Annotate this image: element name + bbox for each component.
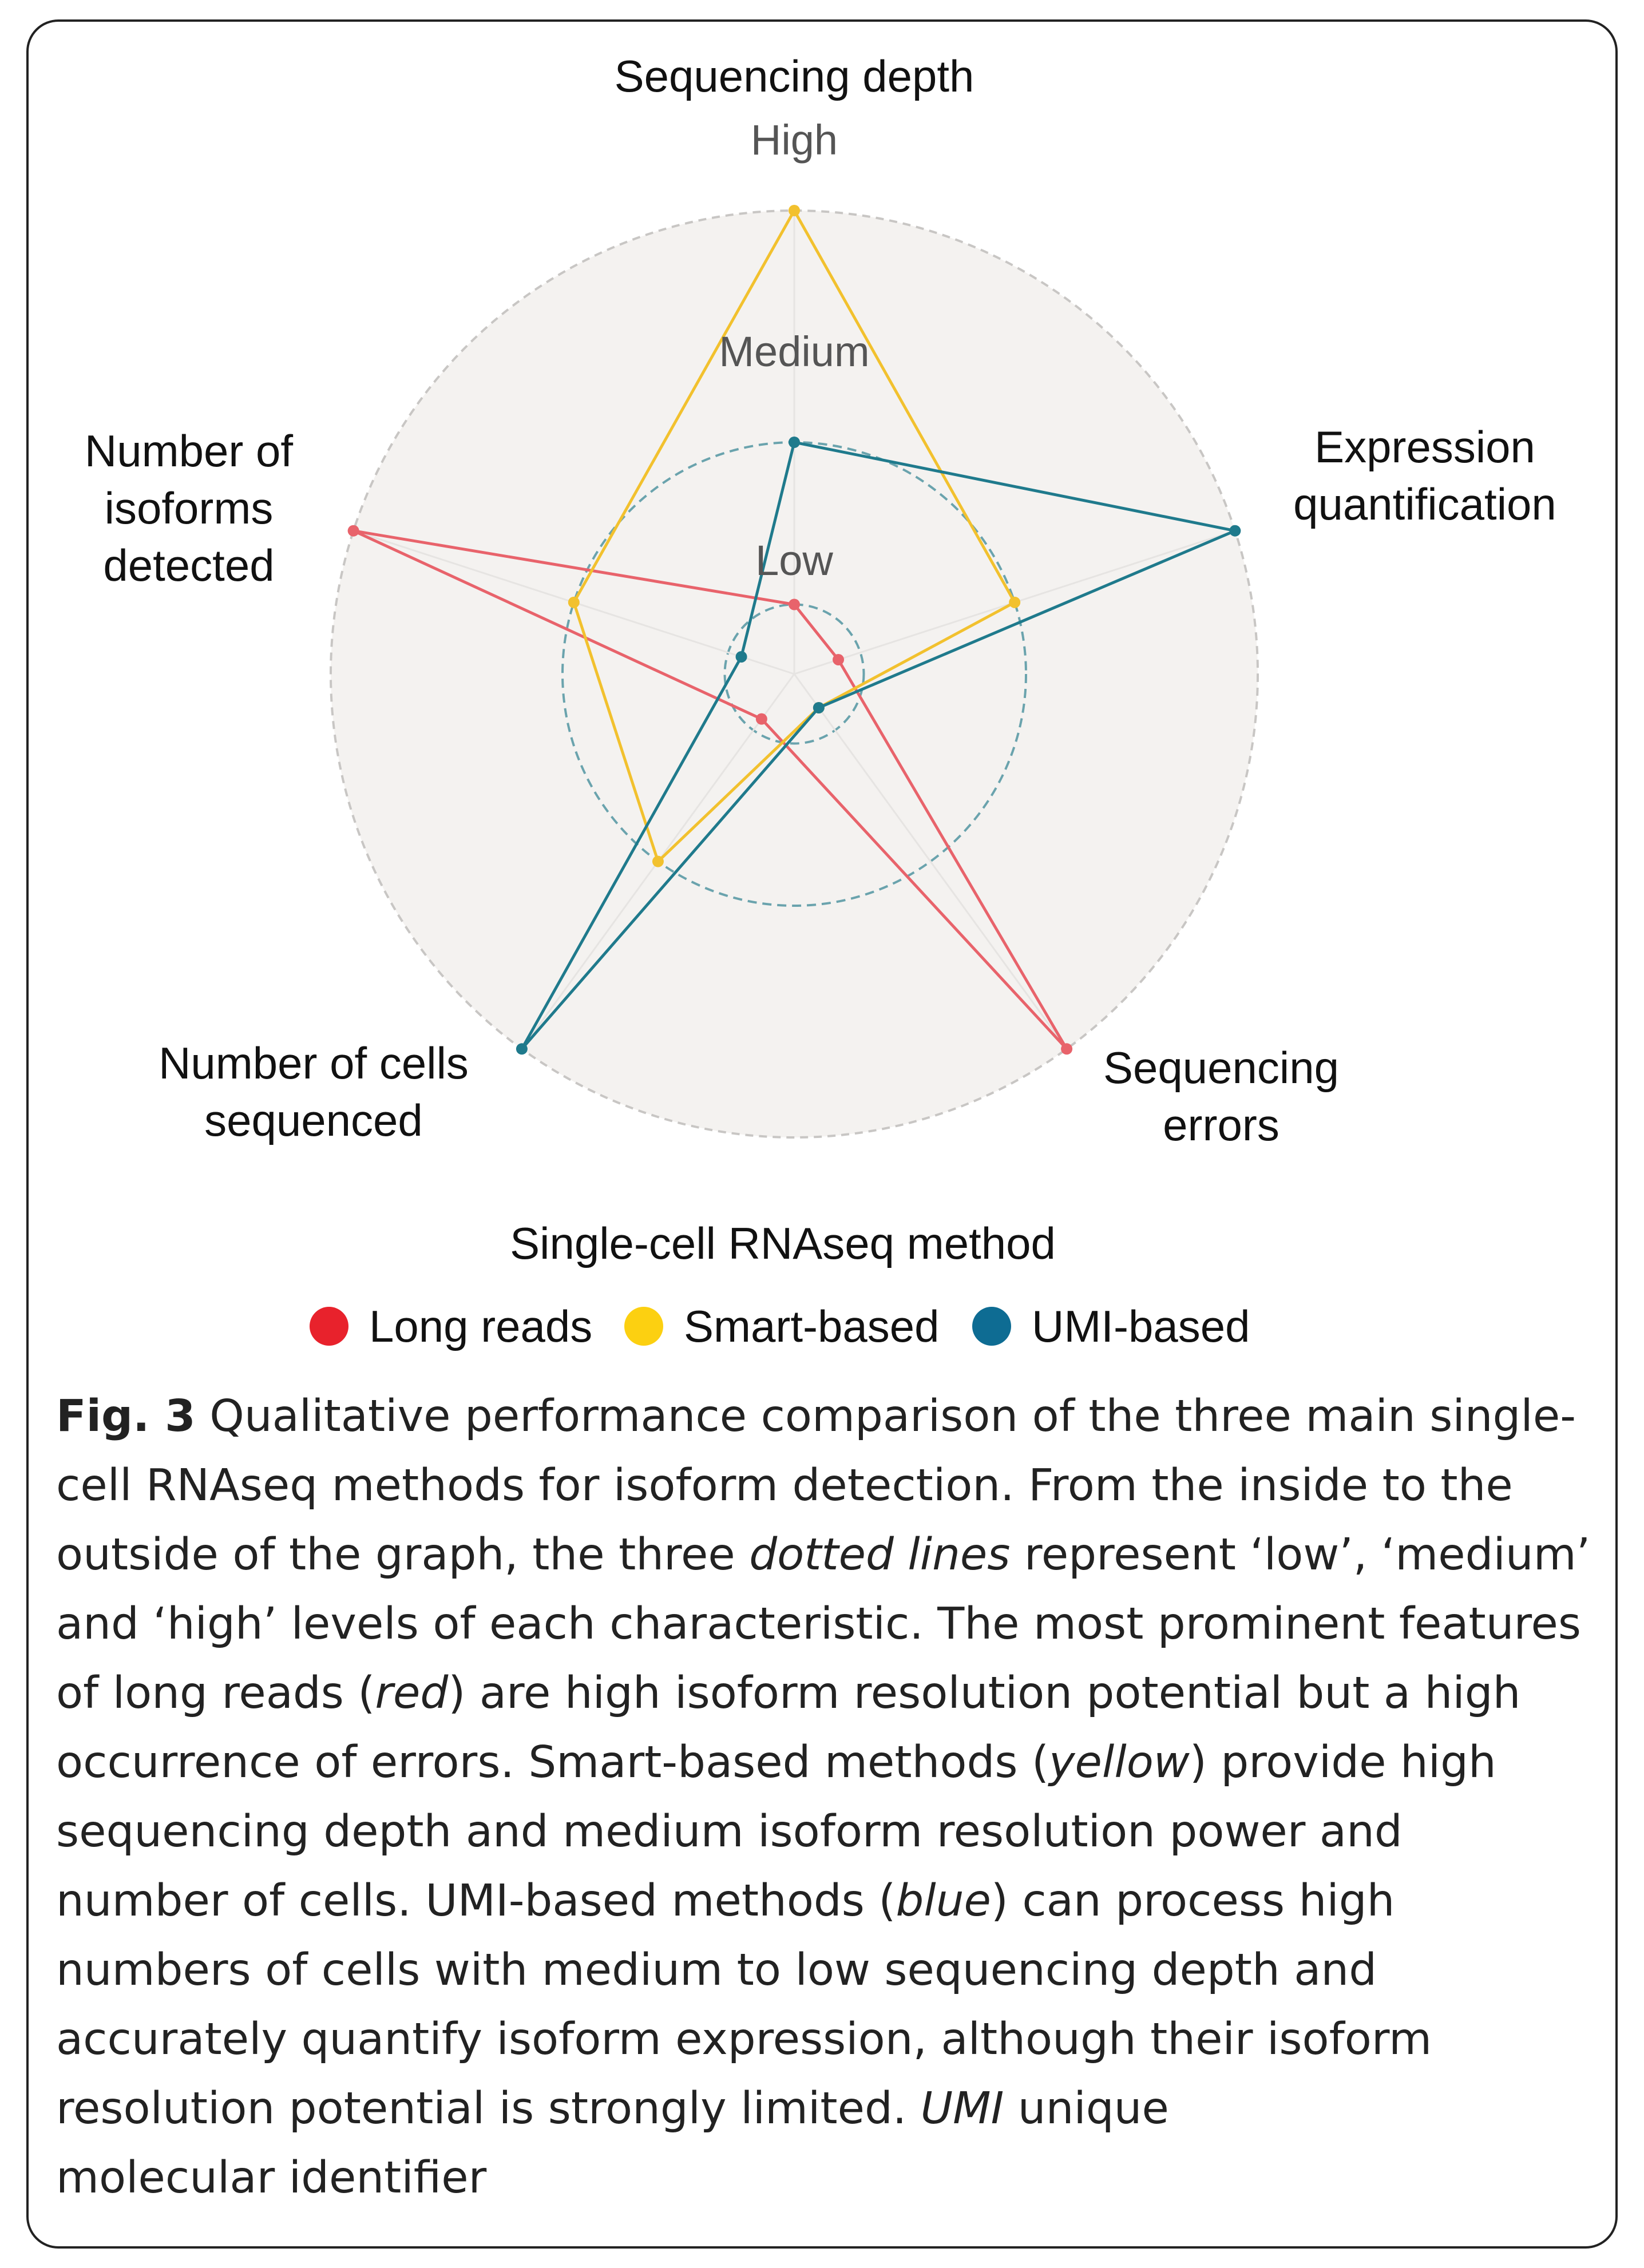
data-point-umi-based xyxy=(789,437,800,448)
caption-text: ) provide high xyxy=(1189,1737,1496,1788)
caption-italic-text: dotted lines xyxy=(749,1529,1011,1580)
legend-label-long-reads: Long reads xyxy=(369,1301,592,1351)
caption-text: represent ‘low’, ‘medium’ xyxy=(1010,1529,1591,1580)
caption-text: accurately quantify isoform expression, … xyxy=(56,2014,1432,2065)
radar-labels: Low Medium High Sequencing depth Expression q… xyxy=(85,51,1556,1150)
caption-text: and ‘high’ levels of each characteristic… xyxy=(56,1599,1581,1650)
caption-italic-text: yellow xyxy=(1048,1737,1190,1788)
data-point-umi-based xyxy=(1229,525,1241,537)
data-point-long-reads xyxy=(1061,1043,1073,1055)
caption-line: numbers of cells with medium to low sequ… xyxy=(56,1936,1601,2005)
data-point-umi-based xyxy=(813,701,825,713)
legend-swatch-smart-based xyxy=(624,1307,663,1346)
caption-line: of long reads (red) are high isoform res… xyxy=(56,1659,1601,1728)
radar-chart: Low Medium High Sequencing depth Expression q… xyxy=(85,51,1556,1351)
caption-line: outside of the graph, the three dotted l… xyxy=(56,1520,1601,1589)
radar-series xyxy=(347,205,1241,1055)
data-point-long-reads xyxy=(755,713,767,725)
caption-line: Fig. 3 Qualitative performance compariso… xyxy=(56,1382,1601,1451)
figure-caption: Fig. 3 Qualitative performance compariso… xyxy=(56,1382,1601,2213)
legend-swatch-long-reads xyxy=(310,1307,348,1346)
caption-italic-text: blue xyxy=(896,1876,991,1926)
spoke xyxy=(793,673,1068,1050)
caption-line: cell RNAseq methods for isoform detectio… xyxy=(56,1451,1601,1520)
series-line-umi-based xyxy=(520,441,1237,1050)
caption-line: molecular identifier xyxy=(56,2143,1601,2213)
axis-label: Expression quantification xyxy=(1293,422,1556,529)
caption-line: occurrence of errors. Smart-based method… xyxy=(56,1728,1601,1797)
legend-label-smart-based: Smart-based xyxy=(684,1301,940,1351)
caption-italic-text: UMI xyxy=(920,2083,1004,2134)
caption-text: Qualitative performance comparison of th… xyxy=(195,1391,1576,1442)
data-point-umi-based xyxy=(516,1043,528,1055)
caption-line: accurately quantify isoform expression, … xyxy=(56,2005,1601,2074)
data-point-smart-based xyxy=(652,855,664,867)
axis-label: Sequencing errors xyxy=(1103,1042,1339,1150)
caption-text: resolution potential is strongly limited… xyxy=(56,2083,921,2134)
caption-text: of long reads ( xyxy=(56,1668,375,1719)
level-label-high: High xyxy=(751,116,838,164)
caption-line: and ‘high’ levels of each characteristic… xyxy=(56,1589,1601,1659)
axis-label: Number of isoforms detected xyxy=(85,426,293,590)
series-line-long-reads xyxy=(352,529,1068,1050)
legend-label-umi-based: UMI-based xyxy=(1032,1301,1250,1351)
data-point-smart-based xyxy=(568,596,580,608)
figure-label: Fig. 3 xyxy=(56,1391,196,1442)
legend-swatch-umi-based xyxy=(972,1307,1011,1346)
data-point-long-reads xyxy=(347,525,359,537)
caption-text: number of cells. UMI-based methods ( xyxy=(56,1876,896,1926)
data-point-smart-based xyxy=(789,205,800,216)
data-point-long-reads xyxy=(789,598,800,610)
level-label-low: Low xyxy=(755,537,833,584)
caption-text: outside of the graph, the three xyxy=(56,1529,750,1580)
legend: Single-cell RNAseq method Long reads Smart… xyxy=(310,1218,1250,1351)
data-point-umi-based xyxy=(735,651,747,663)
caption-italic-text: red xyxy=(375,1668,449,1719)
caption-line: sequencing depth and medium isoform reso… xyxy=(56,1797,1601,1866)
series-line-smart-based xyxy=(572,209,1016,863)
axis-label: Sequencing depth xyxy=(615,51,974,101)
axis-label: Number of cells sequenced xyxy=(159,1038,469,1145)
caption-text: ) can process high xyxy=(991,1876,1395,1926)
caption-text: cell RNAseq methods for isoform detectio… xyxy=(56,1460,1513,1511)
legend-title: Single-cell RNAseq method xyxy=(510,1218,1056,1268)
caption-line: number of cells. UMI-based methods (blue… xyxy=(56,1866,1601,1936)
level-label-medium: Medium xyxy=(719,328,869,375)
caption-text: sequencing depth and medium isoform reso… xyxy=(56,1806,1403,1857)
caption-text: numbers of cells with medium to low sequ… xyxy=(56,1945,1377,1996)
caption-text: occurrence of errors. Smart-based method… xyxy=(56,1737,1049,1788)
caption-text: ) are high isoform resolution potential … xyxy=(448,1668,1521,1719)
caption-text: unique xyxy=(1004,2083,1169,2134)
data-point-long-reads xyxy=(833,653,845,665)
caption-line: resolution potential is strongly limited… xyxy=(56,2074,1601,2143)
caption-text: molecular identifier xyxy=(56,2152,487,2203)
data-point-smart-based xyxy=(1009,596,1021,608)
